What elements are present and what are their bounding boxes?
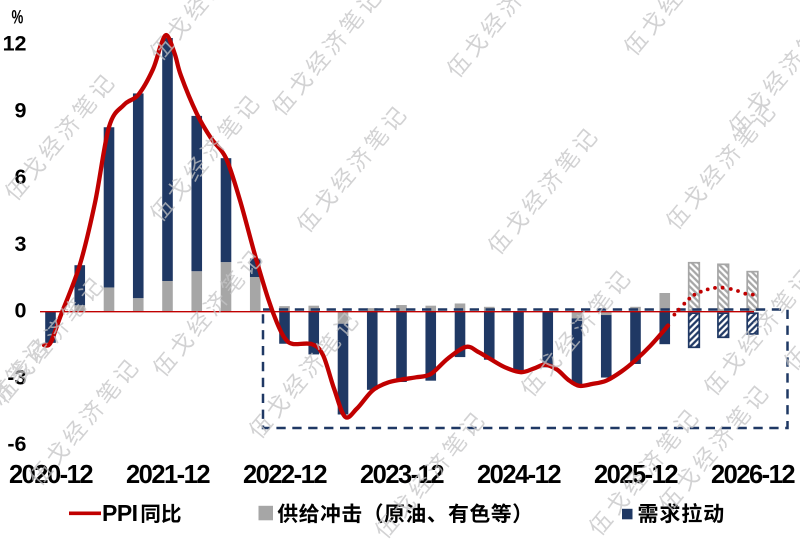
svg-text:12: 12 <box>3 32 27 56</box>
svg-text:2022-12: 2022-12 <box>243 461 327 489</box>
svg-text:-6: -6 <box>7 432 26 456</box>
svg-text:2023-12: 2023-12 <box>360 461 444 489</box>
svg-text:2026-12: 2026-12 <box>711 461 795 489</box>
svg-text:2020-12: 2020-12 <box>9 461 93 489</box>
svg-text:PPI: PPI <box>102 500 138 526</box>
svg-text:6: 6 <box>15 165 27 189</box>
svg-text:0: 0 <box>15 299 27 323</box>
svg-text:3: 3 <box>15 232 27 256</box>
svg-text:2024-12: 2024-12 <box>477 461 561 489</box>
svg-text:2021-12: 2021-12 <box>126 461 210 489</box>
svg-text:9: 9 <box>15 98 27 122</box>
svg-text:%: % <box>12 6 24 28</box>
svg-text:2025-12: 2025-12 <box>594 461 678 489</box>
